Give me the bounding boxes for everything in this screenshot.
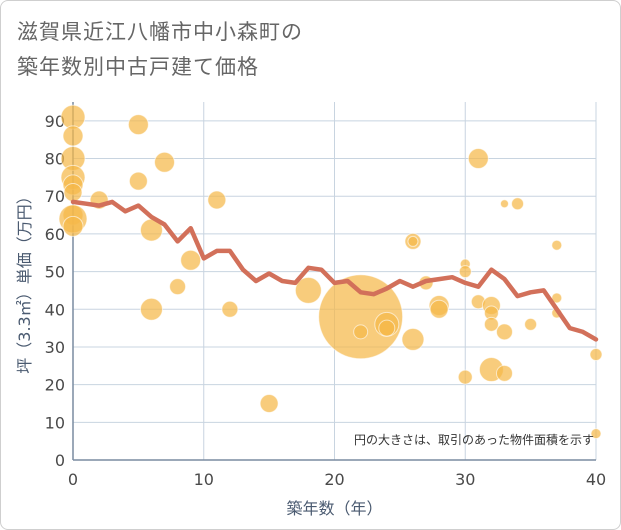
y-tick-label: 70 — [45, 187, 65, 206]
bubble-point — [127, 114, 149, 136]
bubble-point — [407, 235, 419, 247]
bubble-point — [169, 278, 187, 296]
chart-title: 滋賀県近江八幡市中小森町の 築年数別中古戸建て価格 — [17, 15, 303, 85]
bubble-point — [499, 199, 509, 209]
axes: 0 10 20 30 40 50 60 70 80 90 0 10 20 30 40 — [45, 102, 606, 489]
bubble-point — [378, 319, 396, 337]
bubble-point — [483, 316, 499, 332]
bubble-point — [551, 239, 563, 251]
bubble-point — [401, 327, 425, 351]
bubble-point — [128, 171, 148, 191]
x-axis-label: 築年数（年） — [286, 499, 382, 518]
bubble-point — [589, 347, 603, 361]
x-tick-label: 40 — [586, 470, 606, 489]
bubble-point — [429, 299, 449, 319]
average-line — [70, 199, 599, 342]
bubble-point — [495, 364, 513, 382]
y-tick-label: 20 — [45, 376, 65, 395]
y-tick-label: 0 — [55, 451, 65, 470]
bubble-point — [524, 317, 538, 331]
bubble-point — [259, 393, 279, 413]
y-tick-label: 30 — [45, 338, 65, 357]
bubble-point — [495, 323, 513, 341]
bubble-series — [58, 104, 603, 440]
bubble-point — [62, 215, 84, 237]
bubble-point — [63, 182, 83, 202]
chart-title-line-2: 築年数別中古戸建て価格 — [17, 55, 259, 79]
y-tick-label: 50 — [45, 263, 65, 282]
chart-title-line-1: 滋賀県近江八幡市中小森町の — [17, 20, 303, 44]
x-tick-label: 0 — [68, 470, 78, 489]
bubble-point — [294, 276, 322, 304]
bubble-point — [467, 148, 489, 170]
bubble-point — [180, 249, 202, 271]
x-tick-label: 30 — [455, 470, 475, 489]
bubble-point — [353, 324, 369, 340]
x-tick-label: 20 — [324, 470, 344, 489]
bubble-point — [551, 292, 563, 304]
size-annotation: 円の大きさは、取引のあった物件面積を示す — [354, 432, 594, 447]
average-line-series — [70, 199, 599, 342]
bubble-point — [511, 197, 525, 211]
y-axis-label: 坪（3.3㎡）単価（万円） — [15, 188, 34, 373]
y-tick-label: 60 — [45, 225, 65, 244]
bubble-point — [139, 297, 163, 321]
y-tick-label: 90 — [45, 112, 65, 131]
y-tick-label: 80 — [45, 150, 65, 169]
bubble-point — [62, 125, 84, 147]
bubble-point — [318, 274, 404, 360]
bubble-point — [590, 428, 602, 440]
bubble-point — [221, 300, 239, 318]
y-tick-label: 40 — [45, 300, 65, 319]
bubble-point — [457, 369, 473, 385]
y-tick-label: 10 — [45, 413, 65, 432]
bubble-point — [154, 151, 176, 173]
bubble-point — [458, 265, 472, 279]
x-tick-label: 10 — [194, 470, 214, 489]
bubble-point — [207, 190, 227, 210]
axis-labels: 築年数（年） 坪（3.3㎡）単価（万円） 円の大きさは、取引のあった物件面積を示… — [15, 188, 594, 518]
